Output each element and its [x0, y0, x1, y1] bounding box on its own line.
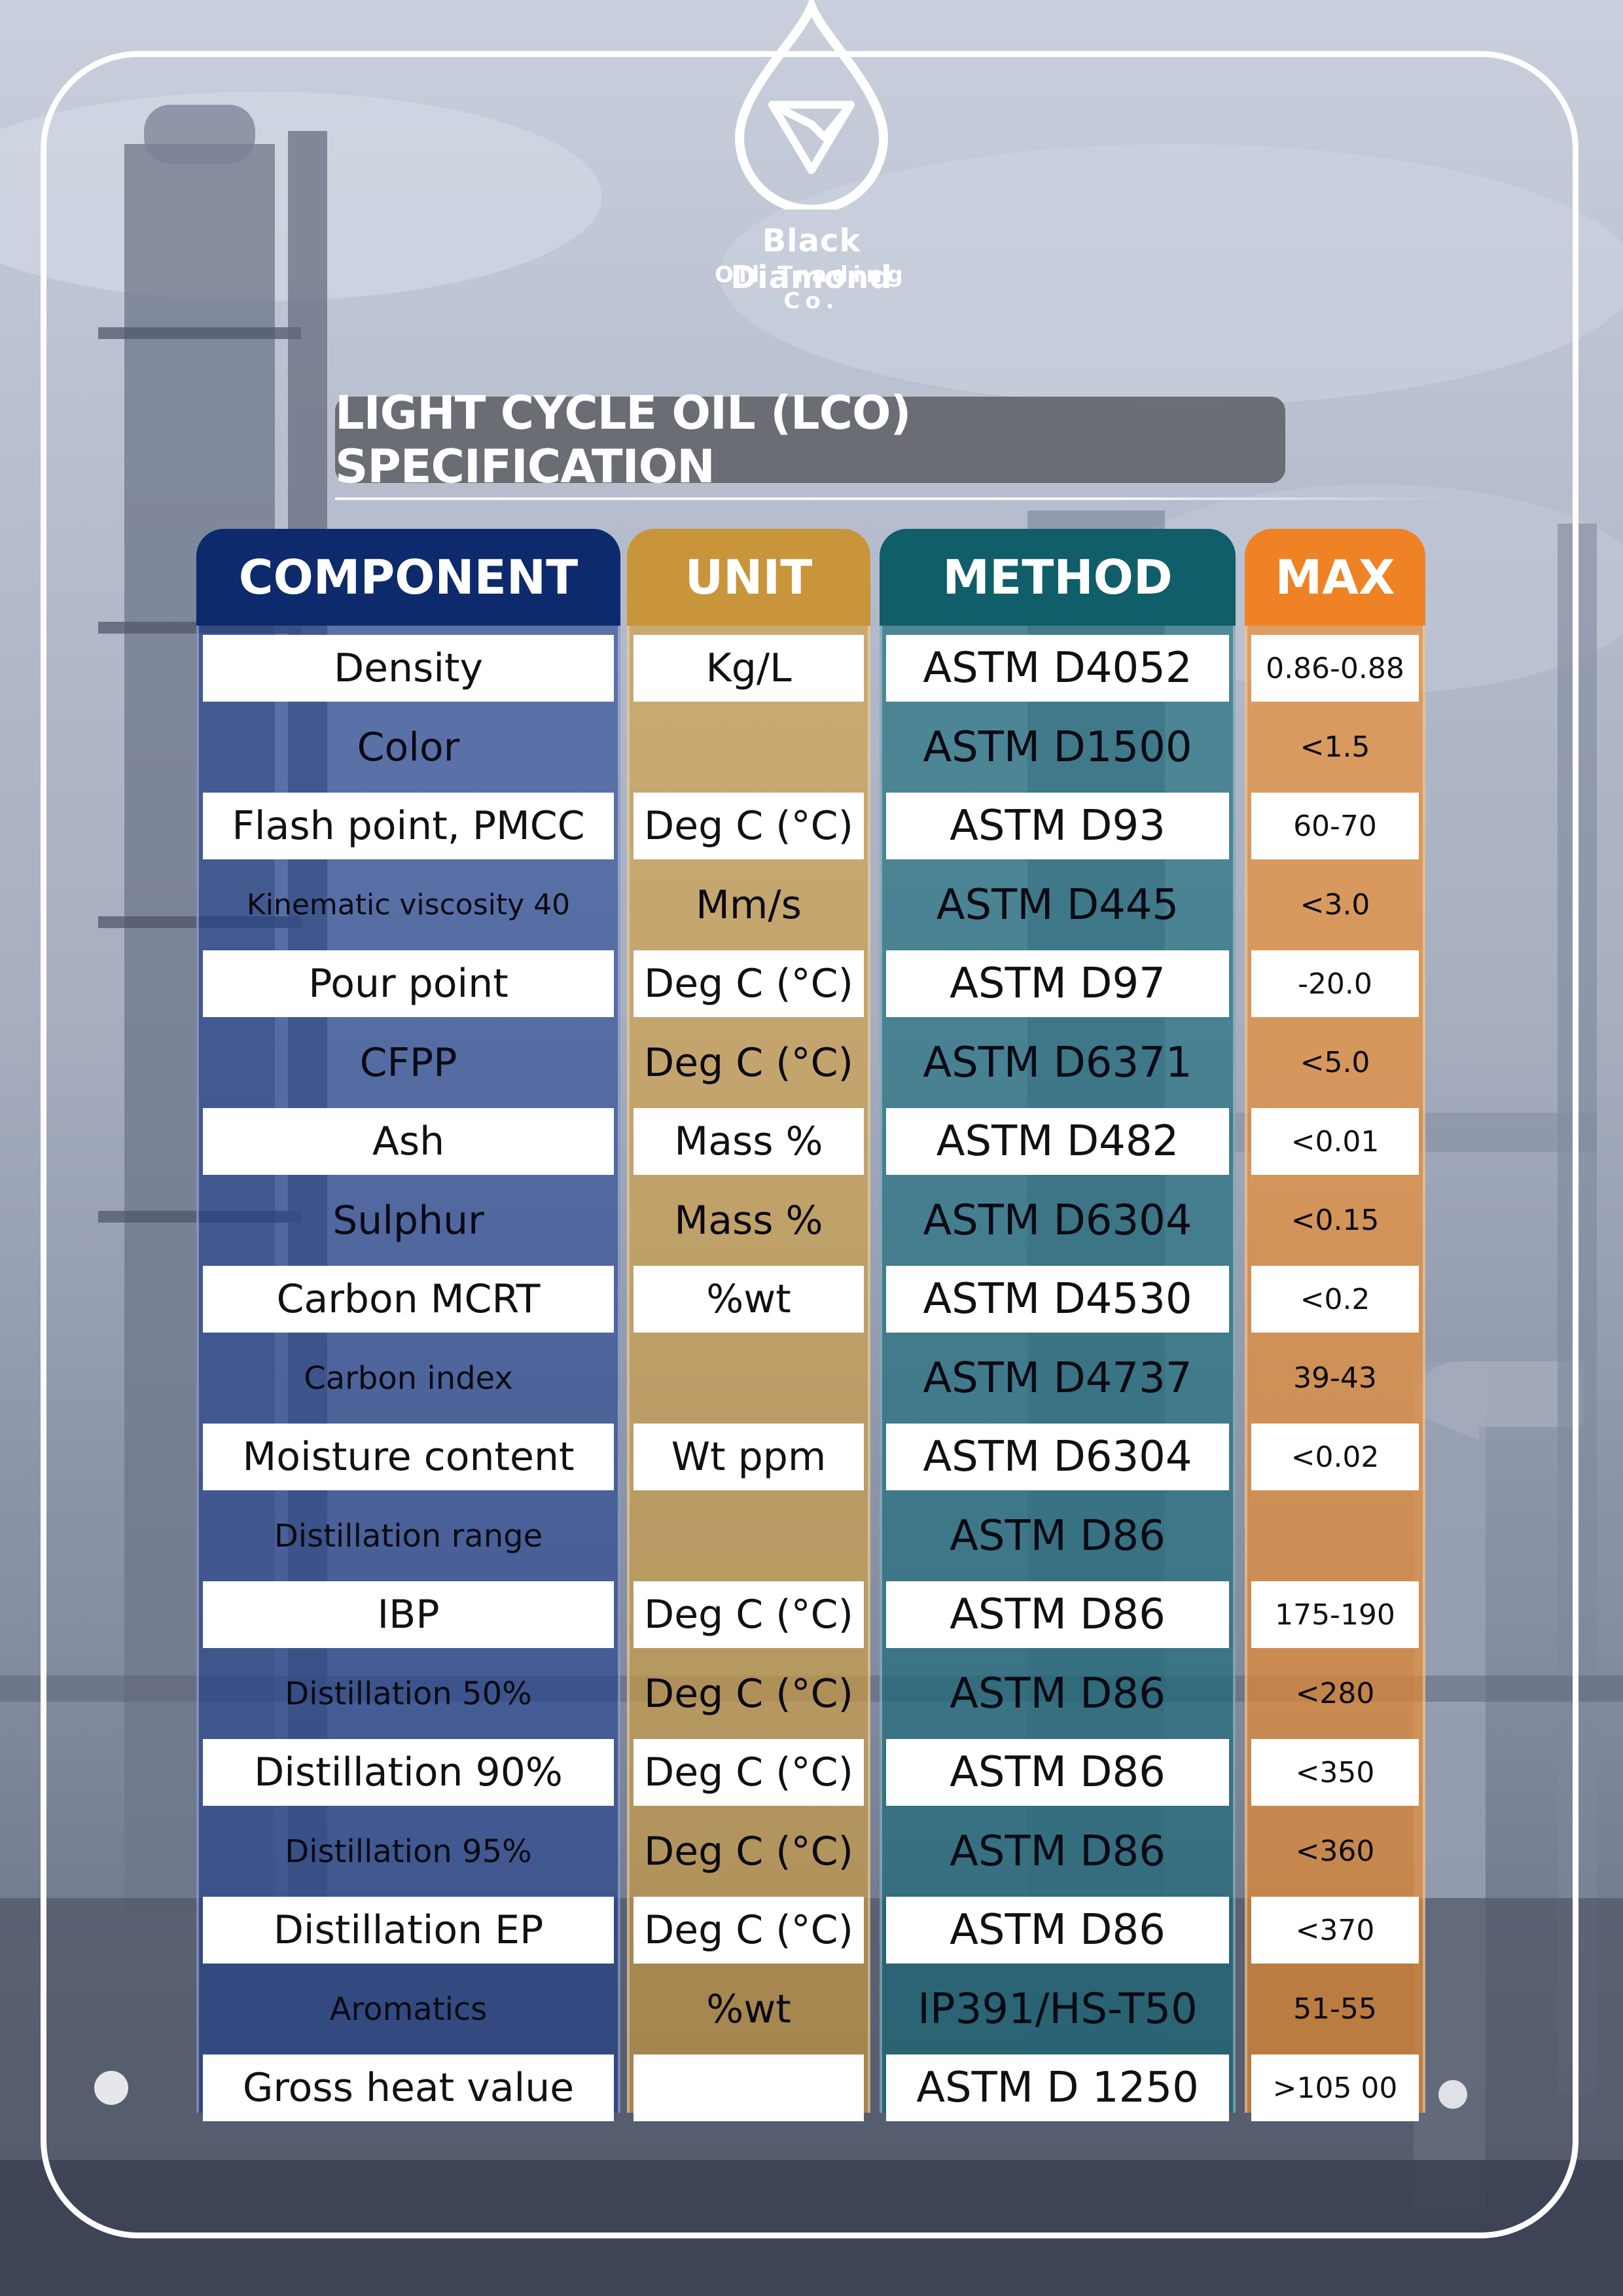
row-3-component-cell: Flash point, PMCC — [203, 793, 614, 859]
row-13-max-cell: 175-190 — [1251, 1581, 1419, 1648]
row-2-method-cell: ASTM D1500 — [923, 723, 1192, 772]
row-2-unit-cell — [633, 714, 864, 781]
row-17-component-cell: Distillation EP — [203, 1897, 614, 1964]
row-6-unit-cell: Deg C (°C) — [644, 1039, 853, 1086]
row-18-component-cell: Aromatics — [329, 1990, 488, 2028]
row-7-max-cell: <0.01 — [1251, 1108, 1419, 1175]
row-15-component-cell: Distillation 90% — [203, 1739, 614, 1806]
row-12-max-cell — [1251, 1503, 1419, 1570]
row-12-method-cell: ASTM D86 — [950, 1511, 1166, 1560]
row-8-method-cell: ASTM D6304 — [923, 1196, 1192, 1245]
row-6-component-cell: CFPP — [359, 1039, 457, 1086]
max-column-body: 0.86-0.88 <1.5 60-70 <3.0 -20.0 <5.0 <0.01 <0.1… — [1245, 626, 1425, 2121]
row-10-unit-cell — [633, 1345, 864, 1412]
row-4-component-cell: Kinematic viscosity 40 — [246, 888, 571, 922]
row-4-max-cell: <3.0 — [1300, 888, 1370, 922]
row-13-method-cell: ASTM D86 — [886, 1581, 1229, 1648]
row-7-unit-cell: Mass % — [633, 1108, 864, 1175]
header-method: METHOD — [880, 529, 1236, 626]
row-7-method-cell: ASTM D482 — [886, 1108, 1229, 1175]
column-method: METHOD ASTM D4052 ASTM D1500 ASTM D93 ASTM … — [880, 529, 1236, 2121]
row-16-max-cell: <360 — [1295, 1835, 1375, 1868]
component-column-body: Density Color Flash point, PMCC Kinematic v… — [196, 626, 620, 2121]
row-14-max-cell: <280 — [1295, 1677, 1375, 1710]
row-6-max-cell: <5.0 — [1300, 1046, 1370, 1079]
row-9-max-cell: <0.2 — [1251, 1266, 1419, 1333]
row-11-max-cell: <0.02 — [1251, 1424, 1419, 1490]
drop-diamond-icon — [734, 0, 889, 209]
row-1-method-cell: ASTM D4052 — [886, 635, 1229, 702]
row-19-unit-cell — [633, 2054, 864, 2121]
row-12-unit-cell — [633, 1503, 864, 1570]
column-component: COMPONENT Density Color Flash point, PMCC K… — [196, 529, 620, 2121]
row-11-component-cell: Moisture content — [203, 1424, 614, 1490]
brand-name: Black Diamond — [730, 223, 893, 296]
row-14-component-cell: Distillation 50% — [285, 1675, 532, 1712]
row-3-unit-cell: Deg C (°C) — [633, 793, 864, 859]
row-15-unit-cell: Deg C (°C) — [633, 1739, 864, 1806]
row-5-method-cell: ASTM D97 — [886, 950, 1229, 1017]
column-max: MAX 0.86-0.88 <1.5 60-70 <3.0 -20.0 <5.0 <0.01… — [1245, 529, 1425, 2121]
row-17-max-cell: <370 — [1251, 1897, 1419, 1964]
row-16-method-cell: ASTM D86 — [950, 1827, 1166, 1876]
row-4-method-cell: ASTM D445 — [936, 880, 1179, 929]
header-unit: UNIT — [627, 529, 870, 626]
row-18-method-cell: IP391/HS-T50 — [918, 1984, 1198, 2034]
row-9-component-cell: Carbon MCRT — [203, 1266, 614, 1333]
row-18-unit-cell: %wt — [706, 1986, 791, 2032]
row-13-unit-cell: Deg C (°C) — [633, 1581, 864, 1648]
row-1-unit-cell: Kg/L — [633, 635, 864, 702]
row-19-component-cell: Gross heat value — [203, 2054, 614, 2121]
row-6-method-cell: ASTM D6371 — [923, 1038, 1192, 1087]
row-5-max-cell: -20.0 — [1251, 950, 1419, 1017]
row-13-component-cell: IBP — [203, 1581, 614, 1648]
row-2-component-cell: Color — [357, 724, 460, 770]
page-title: LIGHT CYCLE OIL (LCO) SPECIFICATION — [335, 386, 1285, 493]
row-5-component-cell: Pour point — [203, 950, 614, 1017]
row-18-max-cell: 51-55 — [1293, 1992, 1377, 2026]
header-component: COMPONENT — [196, 529, 620, 626]
row-12-component-cell: Distillation range — [274, 1517, 543, 1554]
row-9-method-cell: ASTM D4530 — [886, 1266, 1229, 1333]
column-unit: UNIT Kg/L Deg C (°C) Mm/s Deg C (°C) Deg C (… — [627, 529, 870, 2121]
row-14-unit-cell: Deg C (°C) — [644, 1670, 853, 1717]
row-16-component-cell: Distillation 95% — [285, 1833, 532, 1870]
row-15-max-cell: <350 — [1251, 1739, 1419, 1806]
row-17-method-cell: ASTM D86 — [886, 1897, 1229, 1964]
row-11-unit-cell: Wt ppm — [633, 1424, 864, 1490]
method-column-body: ASTM D4052 ASTM D1500 ASTM D93 ASTM D445 AST… — [880, 626, 1236, 2121]
row-17-unit-cell: Deg C (°C) — [633, 1897, 864, 1964]
brand-subtitle: Oil Trading Co. — [715, 262, 908, 314]
row-8-unit-cell: Mass % — [674, 1197, 823, 1244]
row-10-method-cell: ASTM D4737 — [923, 1354, 1192, 1403]
row-1-component-cell: Density — [203, 635, 614, 702]
row-11-method-cell: ASTM D6304 — [886, 1424, 1229, 1490]
page-frame — [41, 51, 1578, 2238]
row-9-unit-cell: %wt — [633, 1266, 864, 1333]
row-2-max-cell: <1.5 — [1300, 730, 1370, 764]
row-10-component-cell: Carbon index — [304, 1359, 513, 1397]
title-underline — [335, 497, 1448, 500]
row-10-max-cell: 39-43 — [1293, 1361, 1377, 1395]
row-4-unit-cell: Mm/s — [696, 882, 802, 928]
row-16-unit-cell: Deg C (°C) — [644, 1828, 853, 1874]
row-15-method-cell: ASTM D86 — [886, 1739, 1229, 1806]
row-8-component-cell: Sulphur — [332, 1197, 484, 1244]
row-5-unit-cell: Deg C (°C) — [633, 950, 864, 1017]
row-19-method-cell: ASTM D 1250 — [886, 2054, 1229, 2121]
row-3-max-cell: 60-70 — [1251, 793, 1419, 859]
row-1-max-cell: 0.86-0.88 — [1251, 635, 1419, 702]
row-3-method-cell: ASTM D93 — [886, 793, 1229, 859]
header-max: MAX — [1245, 529, 1425, 626]
unit-column-body: Kg/L Deg C (°C) Mm/s Deg C (°C) Deg C (°C) Ma… — [627, 626, 870, 2121]
row-8-max-cell: <0.15 — [1291, 1204, 1380, 1237]
brand-logo: Black Diamond Oil Trading Co. — [681, 0, 942, 314]
row-19-max-cell: >105 00 — [1251, 2054, 1419, 2121]
row-7-component-cell: Ash — [203, 1108, 614, 1175]
row-14-method-cell: ASTM D86 — [950, 1669, 1166, 1718]
